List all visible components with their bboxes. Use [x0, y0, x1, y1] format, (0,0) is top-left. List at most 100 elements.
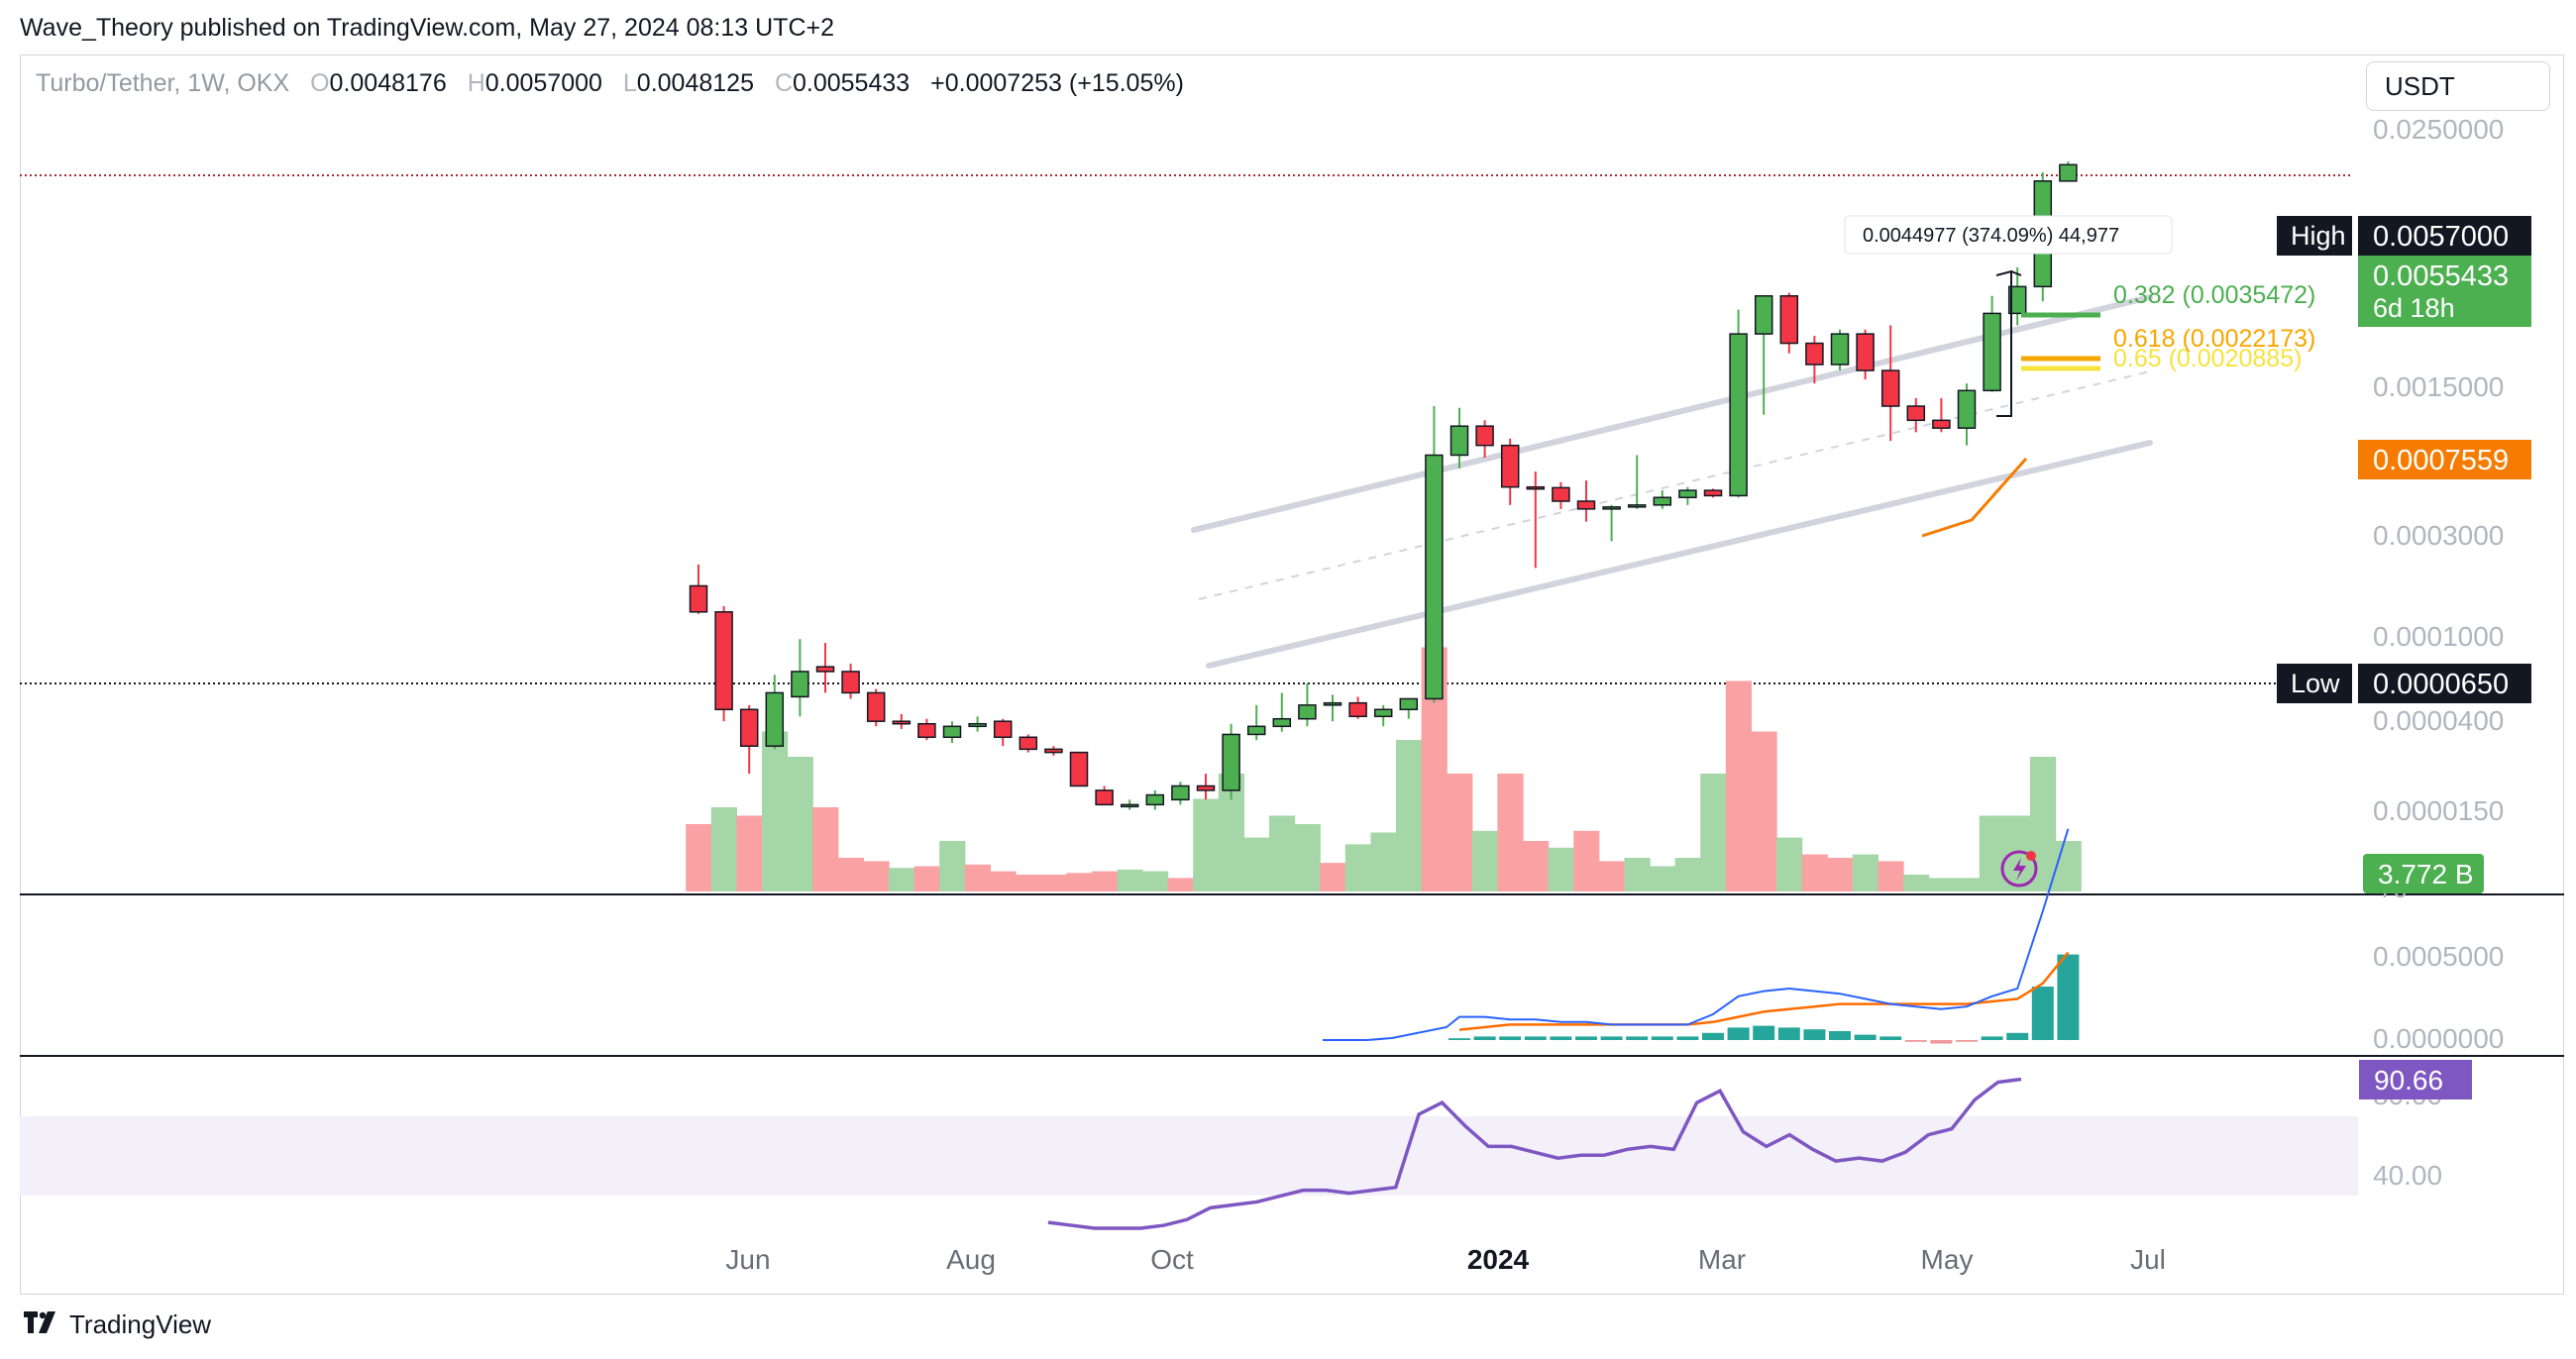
volume-bar	[1396, 740, 1423, 891]
candle-body	[1095, 789, 1114, 806]
chart-frame	[20, 54, 2564, 1295]
macd-histogram-bar	[1930, 1040, 1953, 1044]
macd-histogram-bar	[1626, 1036, 1649, 1040]
volume-bar	[1040, 875, 1067, 891]
close-label: C	[774, 69, 793, 97]
volume-bar	[1674, 858, 1701, 891]
volume-bar	[736, 815, 763, 891]
macd-histogram-bar	[1803, 1029, 1826, 1040]
volume-bar	[990, 871, 1017, 891]
candle-body	[942, 725, 962, 739]
change-value: +0.0007253 (+15.05%)	[930, 69, 1184, 97]
candle-body	[791, 671, 809, 698]
volume-bar	[1548, 847, 1574, 891]
price-tag-box	[2358, 216, 2531, 256]
candle-body	[1272, 717, 1292, 728]
macd-histogram-bar	[1981, 1036, 2003, 1040]
macd-histogram-bar	[1777, 1027, 1800, 1040]
volume-bar	[1827, 858, 1854, 891]
candle-body	[1399, 697, 1419, 711]
ema-line	[1921, 458, 2028, 538]
volume-bar	[1801, 854, 1828, 891]
candle-body	[1754, 295, 1773, 335]
volume-bar	[1954, 878, 1981, 891]
volume-bar	[762, 731, 789, 891]
price-axis-label: 0.0000150	[2373, 795, 2504, 826]
candle-body	[1196, 784, 1216, 791]
candle-body	[815, 666, 835, 673]
price-tag-value: 0.0057000	[2373, 221, 2509, 253]
volume-bar	[1370, 832, 1397, 891]
macd-histogram-bar	[1753, 1025, 1775, 1040]
candle-body	[1069, 751, 1089, 787]
price-tag-box	[2358, 440, 2531, 479]
price-chart[interactable]: 0.0250000 0.0015000 0.0003000 0.0001000 0.00…	[0, 0, 2576, 1298]
macd-histogram-bar	[2006, 1032, 2029, 1040]
volume-value-badge	[2363, 854, 2484, 893]
tradingview-logo-icon	[24, 1310, 55, 1333]
candle-body	[1830, 333, 1850, 366]
macd-histogram-bar	[1879, 1036, 1902, 1040]
volume-bar	[1091, 871, 1118, 891]
symbol-name[interactable]: Turbo/Tether, 1W, OKX	[36, 69, 290, 97]
rsi-band	[20, 1116, 2358, 1196]
candle-body	[1932, 419, 1951, 429]
published-by-text: Wave_Theory published on TradingView.com…	[20, 14, 834, 42]
alert-dot	[2026, 851, 2036, 861]
volume-bar	[787, 757, 813, 891]
candle-body	[866, 691, 886, 722]
volume-bar	[1852, 854, 1878, 891]
candle-body	[1425, 454, 1444, 700]
price-axis-label: 0.0250000	[2373, 114, 2504, 145]
time-axis-label: Mar	[1698, 1244, 1746, 1275]
candle-body	[1678, 489, 1697, 498]
volume-bar	[686, 824, 712, 891]
candle-body	[1145, 793, 1165, 806]
fib-level-label: 0.382 (0.0035472)	[2113, 281, 2315, 309]
price-tag-value: 0.0000650	[2373, 669, 2509, 700]
macd-histogram-bar	[1651, 1036, 1673, 1040]
brand-name: TradingView	[69, 1309, 212, 1339]
macd-histogram-bar	[1575, 1036, 1597, 1040]
candle-body	[1779, 295, 1799, 345]
candle-body	[1373, 708, 1393, 718]
volume-bar	[1776, 837, 1803, 891]
volume-bar	[1117, 869, 1143, 891]
candle-body	[1957, 389, 1977, 429]
volume-bar	[1471, 830, 1498, 891]
tradingview-logo[interactable]: TradingView	[20, 1309, 211, 1340]
candle-body	[1019, 736, 1038, 751]
candle-body	[1602, 506, 1621, 510]
volume-bar	[2055, 841, 2082, 891]
macd-histogram-bar	[2031, 987, 2054, 1040]
macd-histogram-bar	[1676, 1036, 1699, 1040]
volume-bar	[710, 807, 737, 891]
fib-level-label: 0.618 (0.0022173)	[2113, 325, 2315, 353]
macd-axis-label: 0.0005000	[2373, 941, 2504, 972]
candle-body	[1246, 725, 1266, 736]
price-tag-label-box	[2277, 216, 2352, 256]
time-axis-label: Oct	[1150, 1244, 1194, 1275]
macd-histogram-bar	[1702, 1032, 1724, 1040]
price-axis-label: 0.0015000	[2373, 371, 2504, 402]
volume-bar	[837, 858, 864, 891]
candle-body	[892, 720, 912, 725]
volume-bar	[1066, 873, 1093, 891]
macd-histogram-bar	[1499, 1036, 1522, 1040]
macd-histogram-bar	[2057, 954, 2080, 1040]
rsi-axis-label: 40.00	[2373, 1160, 2442, 1191]
channel-mid-line	[1198, 370, 2151, 600]
volume-bar	[913, 866, 940, 891]
macd-histogram-bar	[1473, 1036, 1496, 1040]
volume-bar	[1650, 866, 1676, 891]
macd-histogram-bar	[1524, 1036, 1547, 1040]
volume-bar	[1751, 731, 1777, 891]
candle-body	[714, 611, 733, 711]
currency-selector[interactable]: USDT	[2366, 61, 2550, 111]
volume-bar	[1573, 830, 1600, 891]
volume-bar	[812, 807, 839, 891]
volume-bar	[1598, 861, 1625, 891]
macd-histogram-bar	[1727, 1027, 1750, 1040]
price-tag-label: High	[2291, 221, 2346, 251]
rsi-line	[1047, 1077, 2022, 1230]
